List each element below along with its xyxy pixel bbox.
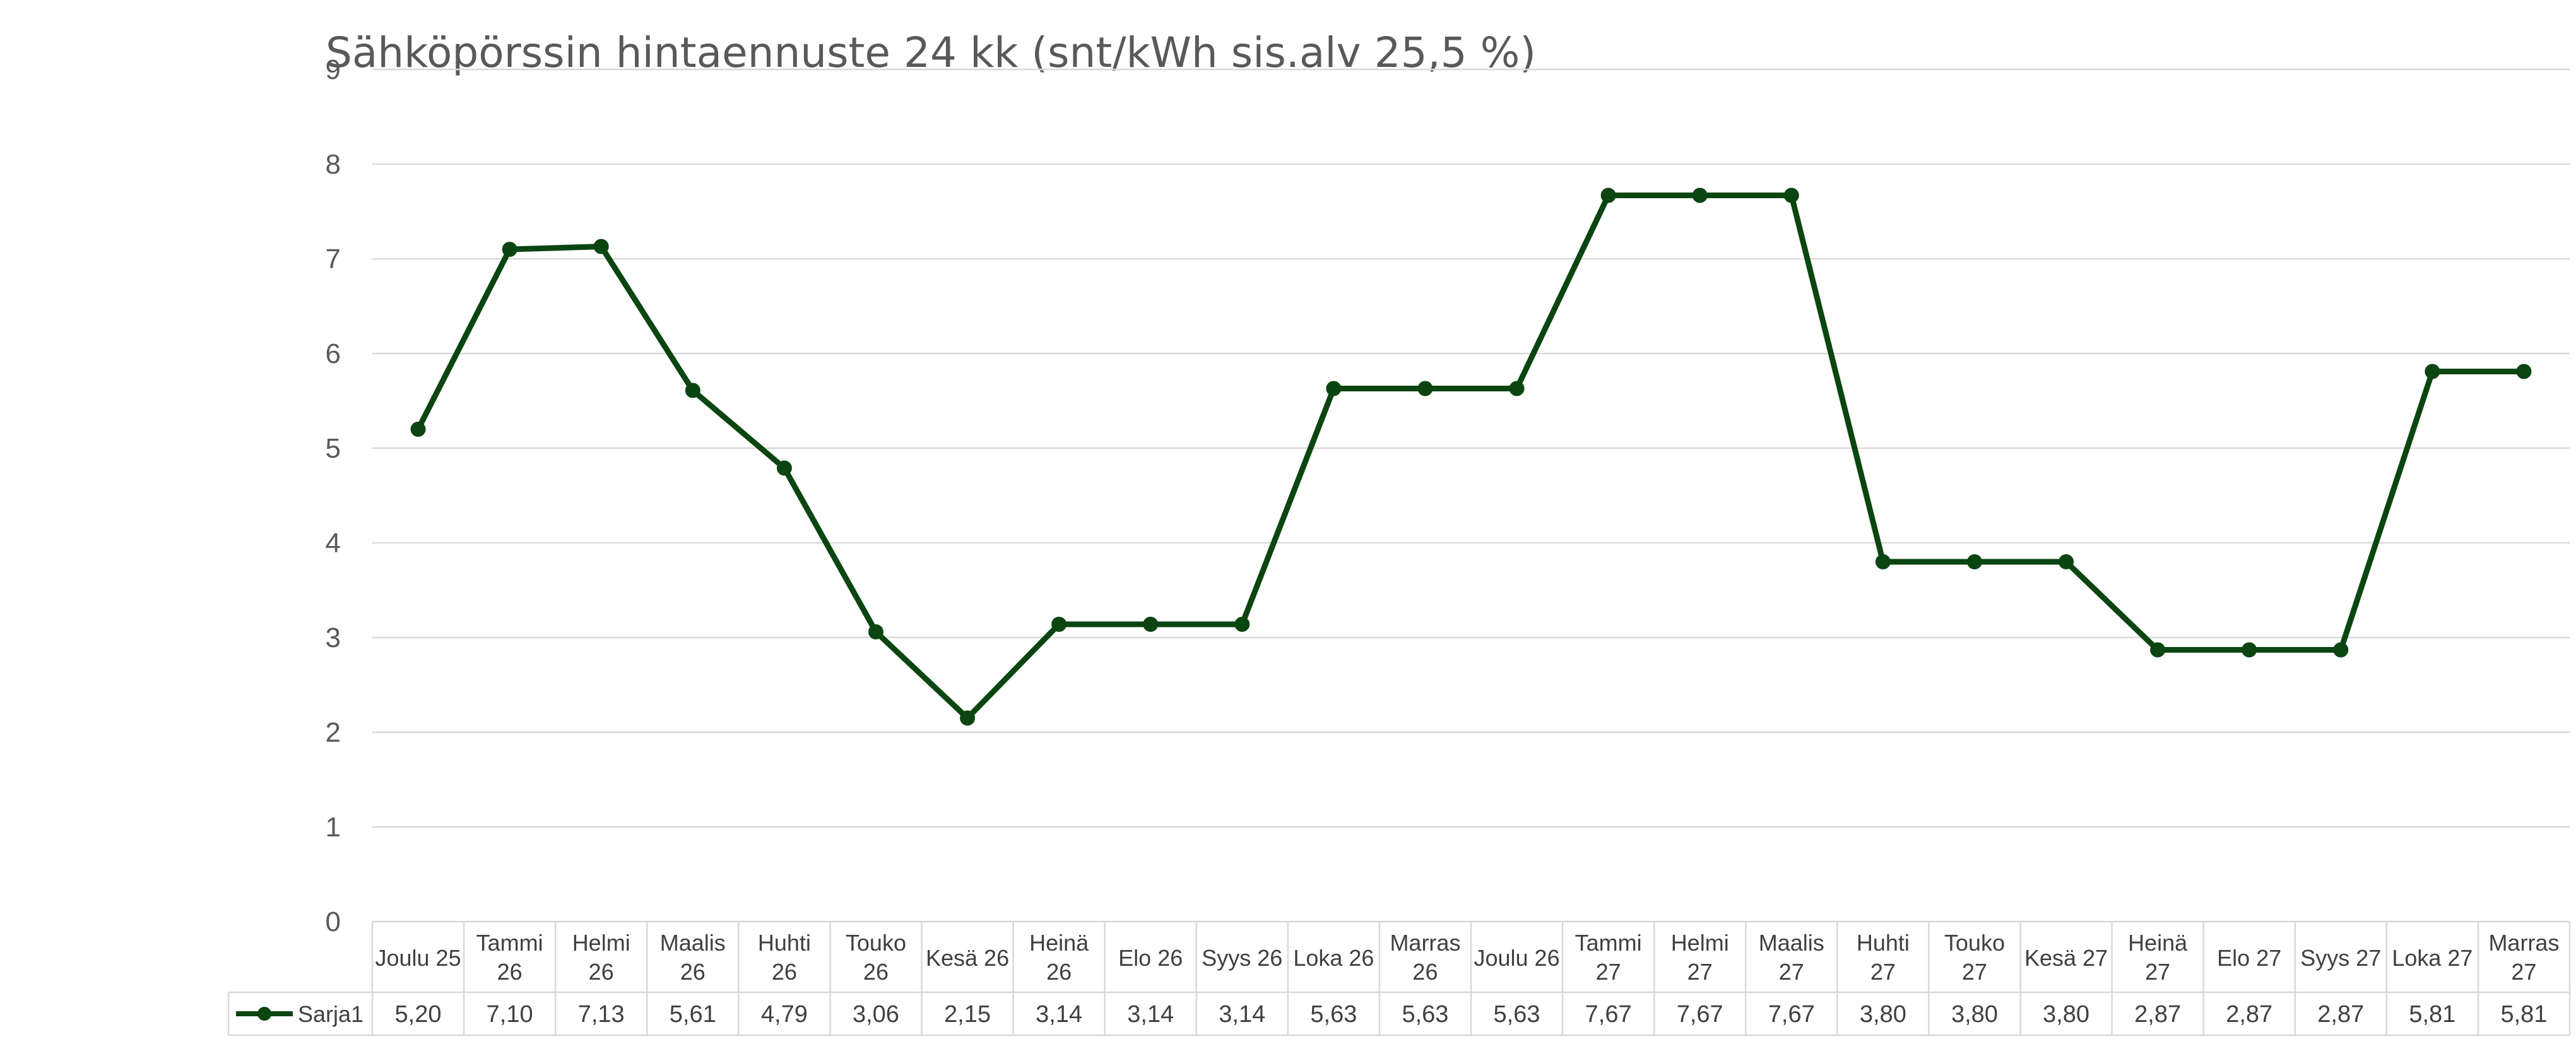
- value-label: 3,14: [1036, 1001, 1082, 1028]
- data-point: [1875, 554, 1891, 569]
- series-line: [415, 193, 2527, 721]
- category-label: Loka 26: [1293, 945, 1374, 971]
- category-label: Syys 27: [2300, 945, 2381, 971]
- category-label: Heinä 26: [1029, 930, 1089, 985]
- y-tick-label: 2: [326, 717, 341, 748]
- data-point: [1600, 187, 1616, 203]
- category-label: Touko 26: [846, 930, 906, 985]
- value-label: 3,80: [1860, 1001, 1906, 1028]
- category-label: Joulu 26: [1474, 945, 1559, 971]
- value-label: 2,15: [944, 1001, 991, 1028]
- data-point: [1326, 381, 1342, 396]
- data-point: [2059, 554, 2074, 569]
- data-point: [2516, 364, 2532, 379]
- value-label: 5,81: [2409, 1001, 2455, 1028]
- value-label: 3,14: [1219, 1001, 1265, 1028]
- y-tick-label: 3: [326, 622, 341, 653]
- y-tick-label: 8: [326, 149, 341, 180]
- data-point: [868, 624, 883, 639]
- category-label: Marras 26: [1390, 930, 1460, 985]
- category-label: Elo 27: [2217, 945, 2281, 971]
- value-label: 5,63: [1402, 1001, 1448, 1028]
- value-label: 5,63: [1494, 1001, 1540, 1028]
- category-label: Joulu 25: [375, 945, 461, 971]
- data-point: [2242, 642, 2257, 658]
- data-point: [776, 460, 792, 476]
- category-label: Maalis 26: [660, 930, 726, 985]
- category-label: Heinä 27: [2128, 930, 2188, 985]
- data-point: [2333, 642, 2349, 658]
- value-label: 7,13: [578, 1001, 625, 1028]
- value-label: 2,87: [2134, 1001, 2181, 1028]
- value-label: 7,67: [1768, 1001, 1815, 1028]
- data-point: [1509, 381, 1525, 396]
- value-label: 2,87: [2317, 1001, 2364, 1028]
- value-label: 7,67: [1677, 1001, 1723, 1028]
- value-label: 7,10: [487, 1001, 533, 1028]
- y-tick-label: 4: [326, 528, 341, 559]
- data-point: [685, 383, 700, 398]
- value-label: 5,81: [2500, 1001, 2547, 1028]
- category-label: Marras 27: [2488, 930, 2559, 985]
- y-tick-label: 1: [326, 812, 341, 843]
- data-point: [1051, 617, 1067, 632]
- category-label: Maalis 27: [1759, 930, 1824, 985]
- y-axis: 0 1 2 3 4 5 6 7 8 9: [326, 54, 341, 937]
- y-tick-label: 7: [326, 244, 341, 275]
- data-point: [593, 239, 609, 254]
- data-point: [502, 242, 517, 257]
- data-point: [2425, 364, 2440, 379]
- plot-area: [410, 187, 2532, 726]
- value-label: 3,80: [2043, 1001, 2089, 1028]
- value-label: 4,79: [761, 1001, 808, 1028]
- category-label: Tammi 27: [1575, 930, 1642, 985]
- category-label: Helmi 26: [572, 930, 630, 985]
- data-table: Joulu 25 Tammi 26 Helmi 26 Maalis 26 Huhti 26 Tou…: [227, 920, 2571, 1036]
- data-point: [1783, 187, 1799, 203]
- category-label: Syys 26: [1202, 945, 1282, 971]
- y-tick-label: 5: [326, 433, 341, 464]
- category-label: Kesä 27: [2024, 945, 2108, 971]
- data-point: [1234, 617, 1250, 632]
- y-tick-label: 6: [326, 338, 341, 369]
- gridlines: [372, 68, 2570, 828]
- value-label: 3,06: [853, 1001, 899, 1028]
- category-label: Huhti 26: [758, 930, 811, 985]
- legend-series-name: Sarja1: [298, 1001, 363, 1027]
- value-label: 3,14: [1127, 1001, 1174, 1028]
- category-label: Tammi 26: [476, 930, 543, 985]
- data-point: [1143, 617, 1159, 632]
- data-point: [1417, 381, 1433, 396]
- data-point: [2150, 642, 2166, 658]
- data-point: [410, 422, 426, 437]
- legend-marker: [257, 1007, 271, 1021]
- y-tick-label: 9: [326, 54, 341, 85]
- category-label: Elo 26: [1118, 945, 1183, 971]
- category-label: Touko 27: [1944, 930, 2005, 985]
- value-label: 7,67: [1585, 1001, 1632, 1028]
- data-point: [1692, 187, 1708, 203]
- category-label: Kesä 26: [926, 945, 1009, 971]
- data-point: [960, 710, 976, 726]
- category-label: Helmi 27: [1671, 930, 1729, 985]
- y-tick-label: 0: [326, 906, 341, 937]
- data-point: [1966, 554, 1982, 569]
- value-label: 5,20: [395, 1001, 442, 1028]
- value-label: 5,61: [670, 1001, 716, 1028]
- category-label: Loka 27: [2392, 945, 2473, 971]
- value-label: 3,80: [1951, 1001, 1998, 1028]
- value-label: 5,63: [1310, 1001, 1357, 1028]
- value-label: 2,87: [2226, 1001, 2272, 1028]
- category-label: Huhti 27: [1857, 930, 1910, 985]
